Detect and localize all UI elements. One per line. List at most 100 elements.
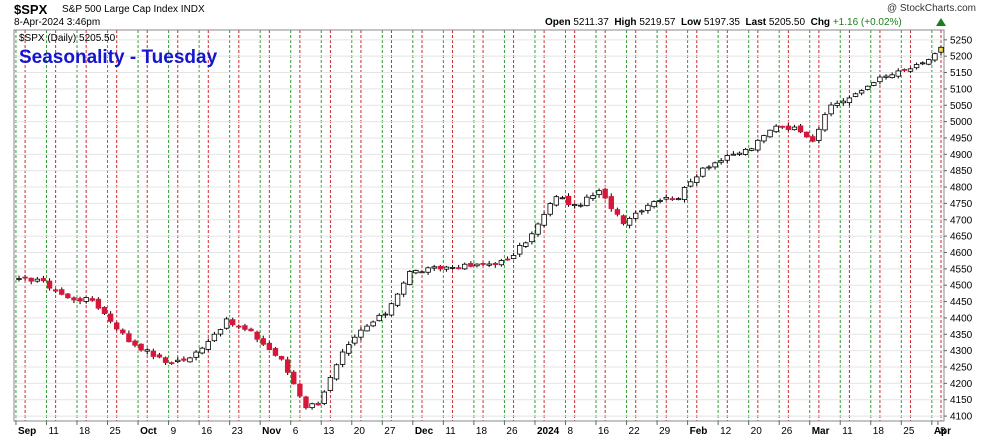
x-tick-label: Feb <box>690 426 708 437</box>
candle-body <box>511 255 516 258</box>
candle-body <box>603 189 608 198</box>
x-tick-label: Dec <box>415 426 434 437</box>
candle-body <box>35 279 40 281</box>
candle-body <box>163 358 168 363</box>
y-tick-label: 5200 <box>950 52 973 63</box>
candle-body <box>487 264 492 265</box>
candle-body <box>353 337 358 343</box>
candle-body <box>194 352 199 357</box>
candle-body <box>285 360 290 373</box>
y-tick-label: 4800 <box>950 183 973 194</box>
candle-body <box>548 204 553 215</box>
candle-body <box>774 126 779 132</box>
candle-body <box>139 344 144 350</box>
candle-body <box>884 76 889 77</box>
y-tick-label: 4450 <box>950 297 973 308</box>
x-tick-label: 27 <box>384 426 396 437</box>
candle-body <box>676 199 681 200</box>
x-tick-label: 20 <box>354 426 366 437</box>
candle-body <box>817 129 822 140</box>
candle-body <box>481 263 486 264</box>
candle-body <box>322 392 327 403</box>
candle-body <box>432 267 437 268</box>
candle-body <box>566 196 571 204</box>
candle-body <box>279 356 284 359</box>
candle-body <box>78 299 83 301</box>
candle-body <box>188 358 193 362</box>
candle-body <box>554 197 559 205</box>
y-tick-label: 4600 <box>950 248 973 259</box>
candle-body <box>401 283 406 294</box>
candle-body <box>578 205 583 206</box>
x-tick-label: 20 <box>751 426 763 437</box>
candle-body <box>627 218 632 225</box>
candle-body <box>23 277 28 278</box>
candle-body <box>933 54 938 60</box>
y-tick-label: 4950 <box>950 133 973 144</box>
candle-body <box>859 91 864 93</box>
candle-body <box>664 197 669 199</box>
candle-body <box>719 161 724 163</box>
candle-body <box>96 299 101 308</box>
candle-body <box>334 365 339 379</box>
candle-body <box>121 330 126 333</box>
x-tick-label: 23 <box>232 426 244 437</box>
candle-body <box>530 234 535 242</box>
candle-body <box>707 167 712 168</box>
x-tick-label: 2024 <box>537 426 560 437</box>
x-tick-label: 29 <box>659 426 671 437</box>
candle-body <box>902 69 907 70</box>
candle-body <box>786 126 791 129</box>
candle-body <box>560 198 565 199</box>
candle-body <box>853 94 858 97</box>
y-tick-label: 4750 <box>950 199 973 210</box>
candle-body <box>505 259 510 260</box>
x-tick-label: 25 <box>110 426 122 437</box>
candle-body <box>53 290 58 291</box>
candle-body <box>621 216 626 224</box>
y-tick-label: 4250 <box>950 363 973 374</box>
y-tick-label: 4500 <box>950 281 973 292</box>
y-tick-label: 5050 <box>950 101 973 112</box>
candle-body <box>694 177 699 183</box>
candle-body <box>310 404 315 408</box>
x-tick-label: 6 <box>293 426 299 437</box>
candle-body <box>536 224 541 234</box>
candle-body <box>890 75 895 78</box>
candle-body <box>200 348 205 353</box>
candle-body <box>151 351 156 356</box>
chart-legend: $SPX (Daily) 5205.50 <box>19 33 116 44</box>
candle-body <box>762 136 767 141</box>
candle-body <box>652 202 657 207</box>
candle-body <box>450 267 455 268</box>
candle-body <box>835 103 840 105</box>
y-tick-label: 4150 <box>950 395 973 406</box>
x-tick-label: 26 <box>781 426 793 437</box>
candle-body <box>255 332 260 339</box>
candle-body <box>157 355 162 357</box>
x-tick-label: Sep <box>18 426 36 437</box>
candle-body <box>701 168 706 176</box>
candle-body <box>90 299 95 301</box>
candle-body <box>102 307 107 313</box>
candle-body <box>462 264 467 269</box>
candle-body <box>908 69 913 71</box>
candle-body <box>926 60 931 65</box>
candle-body <box>145 350 150 351</box>
y-tick-label: 5000 <box>950 117 973 128</box>
candle-body <box>261 339 266 345</box>
candle-body <box>340 352 345 364</box>
candle-body <box>212 334 217 341</box>
candle-body <box>249 329 254 331</box>
x-tick-label: 16 <box>201 426 213 437</box>
candle-body <box>407 272 412 285</box>
x-tick-label: 18 <box>873 426 885 437</box>
y-tick-label: 4350 <box>950 330 973 341</box>
candle-body <box>298 384 303 396</box>
candle-body <box>798 126 803 132</box>
x-tick-label: 13 <box>323 426 335 437</box>
candle-body <box>920 63 925 64</box>
x-tick-label: 18 <box>476 426 488 437</box>
y-tick-label: 4400 <box>950 313 973 324</box>
